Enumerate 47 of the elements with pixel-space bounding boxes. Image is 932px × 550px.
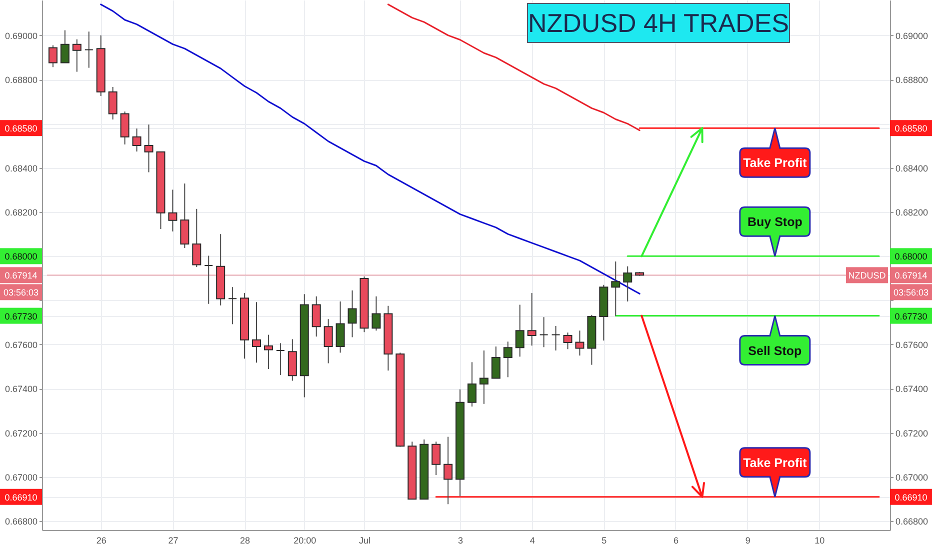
annotation: Take Profit [743,456,808,470]
y-tick-label: 0.68580 [4,124,38,134]
y-tick-label: 0.67730 [4,311,38,322]
annotation: Take Profit [743,156,808,170]
x-tick-label: 3 [458,536,464,546]
chart-title: NZDUSD 4H TRADES [527,3,790,43]
x-tick-label: 26 [96,536,106,546]
y2-tick-label: 0.67400 [896,384,928,394]
x-tick-label: 9 [745,536,750,546]
x-tick-label: 5 [602,536,607,546]
annotation: Buy Stop [747,215,803,230]
y-tick-label: 0.66800 [4,516,38,527]
y2-tick-label: 0.68200 [896,208,928,218]
y2-tick-label: 0.66800 [896,516,928,527]
y2-tick-label: 0.67200 [896,428,928,438]
y2-tick-label: 0.67914 [894,270,928,281]
x-tick-label: 10 [814,536,825,546]
y-tick-label: 0.67400 [4,384,38,394]
y-tick-label: 0.67200 [4,428,38,438]
y-tick-label: 0.67914 [4,270,38,281]
y2-tick-label: 0.67000 [896,472,928,482]
y-tick-label: 0.66910 [4,492,38,502]
text: 03:56:03 [3,288,39,298]
y-tick-label: 0.69000 [4,30,38,41]
y-tick-label: 0.68400 [4,163,38,174]
y-tick-label: 0.68800 [4,75,38,85]
text: 03:56:03 [893,288,929,298]
annotation: Sell Stop [748,344,802,358]
y-tick-label: 0.68000 [4,252,38,262]
x-tick-label: 4 [530,536,535,546]
x-tick-label: Jul [358,536,370,546]
y2-tick-label: 0.67730 [894,311,928,322]
y-tick-label: 0.67600 [4,340,38,350]
x-tick-label: 20:00 [294,536,316,546]
y-tick-label: 0.68200 [4,208,38,218]
annotation: NZDUSD [848,270,886,281]
y2-tick-label: 0.68000 [894,252,928,262]
y2-tick-label: 0.67600 [896,340,928,350]
x-tick-label: 28 [240,536,250,546]
y2-tick-label: 0.66910 [894,492,928,502]
y-tick-label: 0.67000 [4,472,38,482]
y2-tick-label: 0.68580 [894,124,928,134]
x-tick-label: 6 [673,536,679,546]
y2-tick-label: 0.69000 [896,30,928,41]
y2-tick-label: 0.68400 [896,163,928,174]
y2-tick-label: 0.68800 [896,75,928,85]
x-tick-label: 27 [168,536,178,546]
